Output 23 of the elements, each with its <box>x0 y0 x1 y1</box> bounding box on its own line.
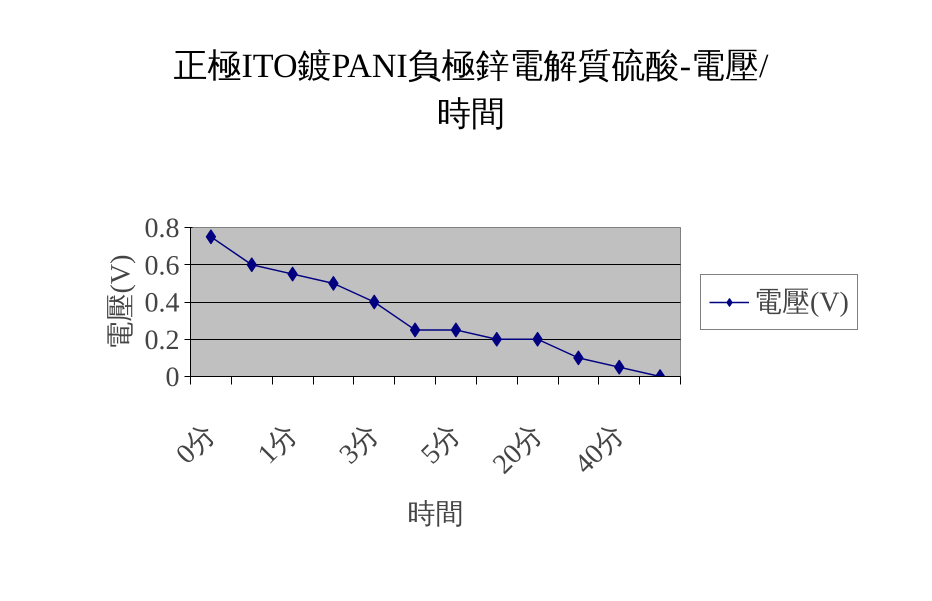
point <box>206 229 216 244</box>
y-tick-label: 0.2 <box>144 324 180 356</box>
x-tick-label: 40分 <box>568 418 630 480</box>
point <box>573 350 584 366</box>
x-tick-label: 0分 <box>170 418 222 470</box>
y-tick-label: 0 <box>166 362 180 393</box>
point <box>328 276 339 291</box>
x-axis-title: 時間 <box>408 499 464 530</box>
point <box>532 332 543 347</box>
x-tick-label: 20分 <box>487 418 549 480</box>
legend-label: 電壓(V) <box>754 286 849 320</box>
point <box>450 322 462 338</box>
x-tick-label: 1分 <box>252 418 304 470</box>
point <box>287 266 298 282</box>
x-tick-label: 3分 <box>334 418 386 470</box>
x-tick-label: 5分 <box>415 418 467 470</box>
chart-title: 正極ITO鍍PANI負極鋅電解質硫酸-電壓/ 時間 <box>173 47 769 135</box>
y-tick-label: 0.8 <box>144 213 180 244</box>
y-tick-label: 0.4 <box>144 288 180 318</box>
point <box>369 294 380 310</box>
y-tick-label: 0.6 <box>144 250 180 282</box>
y-axis-title: 電壓(V) <box>106 254 136 350</box>
point <box>410 322 420 338</box>
